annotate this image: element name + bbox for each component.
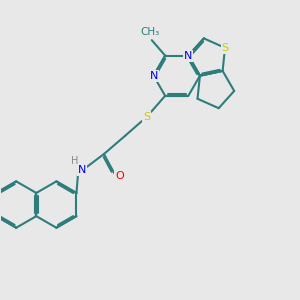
Text: S: S <box>221 43 229 53</box>
Text: H: H <box>71 156 79 166</box>
Text: S: S <box>143 112 150 122</box>
Text: O: O <box>115 171 124 181</box>
Text: N: N <box>184 51 193 61</box>
Text: CH₃: CH₃ <box>141 27 160 37</box>
Text: N: N <box>149 71 158 81</box>
Text: N: N <box>77 165 86 176</box>
